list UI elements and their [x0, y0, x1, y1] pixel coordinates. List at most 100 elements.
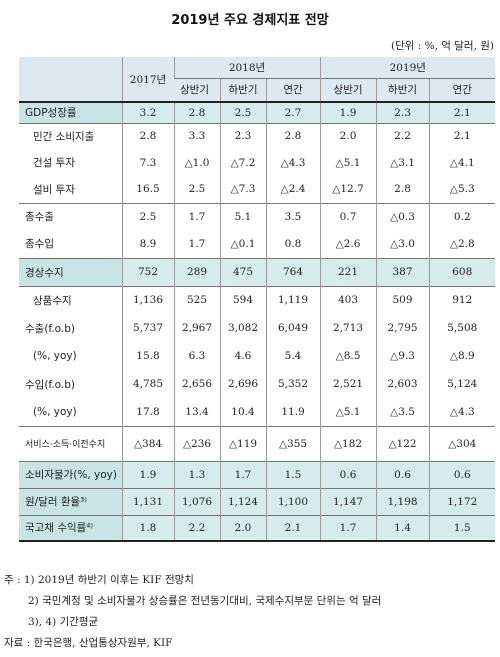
- row-label: 총수출: [19, 202, 122, 230]
- table-row: 서비스·소득·이전수지 △384 △236 △119 △355 △182 △122 △304: [19, 425, 496, 461]
- row-label: 수입(f.o.b): [25, 378, 76, 391]
- cell-value: 5,352: [265, 370, 321, 398]
- row-label: 원/달러 환율³⁾: [19, 487, 122, 515]
- cell-value: △12.7: [319, 176, 377, 203]
- row-label: 국고채 수익률⁴⁾: [19, 514, 122, 542]
- cell-value: 5.1: [219, 202, 266, 230]
- cell-value: △182: [319, 425, 377, 461]
- table-row: 상품수지 1,136 525 594 1,119 403 509 912: [19, 285, 496, 314]
- cell-value: 3,082: [219, 314, 266, 342]
- cell-value: 2.8: [375, 176, 430, 203]
- cell-value: 10.4: [219, 398, 266, 426]
- cell-value: 2.8: [121, 122, 174, 149]
- table-row: 수입(f.o.b) 4,785 2,656 2,696 5,352 2,521 2,603 5…: [19, 370, 496, 398]
- cell-value: 11.9: [265, 398, 321, 426]
- cell-value: 8.9: [121, 230, 174, 258]
- cell-value: 387: [375, 257, 430, 286]
- table-row: (%, yoy) 17.8 13.4 10.4 11.9 △5.1 △3.5 △4.3: [19, 398, 496, 426]
- table-row: 민간 소비지출 2.8 3.3 2.3 2.8 2.0 2.2 2.1: [19, 122, 496, 149]
- cell-value: 289: [173, 257, 220, 286]
- header-2019-year: 연간: [428, 77, 496, 102]
- cell-value: 2.3: [219, 122, 266, 149]
- cell-value: 1,172: [428, 487, 496, 515]
- cell-value: 5,124: [428, 370, 496, 398]
- cell-value: 0.8: [265, 230, 321, 258]
- cell-value: 608: [428, 257, 496, 286]
- cell-value: 2,603: [375, 370, 430, 398]
- cell-value: 0.6: [319, 460, 377, 488]
- table-row: GDP성장률 3.2 2.8 2.5 2.7 1.9 2.3 2.1: [19, 101, 496, 123]
- cell-value: 2,795: [375, 314, 430, 342]
- header-2017: 2017년: [121, 57, 174, 102]
- cell-value: 594: [219, 285, 266, 314]
- cell-value: △8.9: [428, 342, 496, 370]
- cell-value: 2,656: [173, 370, 220, 398]
- cell-value: 525: [173, 285, 220, 314]
- cell-value: △8.5: [319, 342, 377, 370]
- cell-value: △5.3: [428, 176, 496, 203]
- cell-value: 5.4: [265, 342, 321, 370]
- cell-value: △2.8: [428, 230, 496, 258]
- cell-value: 2.7: [265, 101, 321, 123]
- cell-value: △5.1: [319, 149, 377, 176]
- cell-value: 16.5: [121, 176, 174, 203]
- cell-value: △119: [219, 425, 266, 461]
- row-label: 건설 투자: [33, 157, 75, 169]
- source-note: 자료 : 한국은행, 산업통상자원부, KIF: [4, 637, 173, 649]
- note-1: 주 : 1) 2019년 하반기 이후는 KIF 전망치: [4, 574, 194, 586]
- cell-value: 0.7: [319, 202, 377, 230]
- cell-value: 912: [428, 285, 496, 314]
- table-row: 총수출 2.5 1.7 5.1 3.5 0.7 △0.3 0.2: [19, 202, 496, 230]
- table-row: 국고채 수익률⁴⁾ 1.8 2.2 2.0 2.1 1.7 1.4 1.5: [19, 514, 496, 542]
- cell-value: 6,049: [265, 314, 321, 342]
- cell-value: △2.4: [265, 176, 321, 203]
- cell-value: 2.1: [428, 101, 496, 123]
- row-label: 경상수지: [19, 257, 122, 286]
- cell-value: 1.8: [121, 514, 174, 542]
- cell-value: 1.7: [173, 202, 220, 230]
- header-2018-h1: 상반기: [174, 77, 220, 102]
- cell-value: 2.8: [173, 101, 220, 123]
- economic-indicators-table: 2017년 2018년 2019년 상반기 하반기 연간 상반기 하반기 연간 …: [19, 57, 496, 542]
- page-title: 2019년 주요 경제지표 전망: [171, 13, 329, 28]
- header-2019-h1: 상반기: [319, 77, 377, 102]
- cell-value: 0.6: [375, 460, 430, 488]
- cell-value: △1.0: [173, 149, 220, 176]
- cell-value: 1,147: [319, 487, 377, 515]
- cell-value: 1.4: [375, 514, 430, 542]
- cell-value: 3.2: [121, 101, 174, 123]
- header-2018: 2018년: [173, 57, 321, 78]
- cell-value: △2.6: [319, 230, 377, 258]
- row-label: 설비 투자: [33, 183, 75, 196]
- cell-value: 13.4: [173, 398, 220, 426]
- table-row: 소비자물가(%, yoy) 1.9 1.3 1.7 1.5 0.6 0.6 0.6: [19, 460, 496, 488]
- cell-value: 5,737: [121, 314, 174, 342]
- cell-value: △122: [375, 425, 430, 461]
- cell-value: 3.5: [265, 202, 321, 230]
- cell-value: 1.7: [319, 514, 377, 542]
- cell-value: △384: [121, 425, 174, 461]
- cell-value: △0.3: [375, 202, 430, 230]
- table-row: 경상수지 752 289 475 764 221 387 608: [19, 257, 496, 286]
- cell-value: 1,124: [219, 487, 266, 515]
- cell-value: 752: [121, 257, 174, 286]
- cell-value: △3.0: [375, 230, 430, 258]
- cell-value: △3.1: [375, 149, 430, 176]
- cell-value: 1.5: [428, 514, 496, 542]
- cell-value: 2.2: [375, 122, 430, 149]
- cell-value: 1,198: [375, 487, 430, 515]
- cell-value: 1.7: [219, 460, 266, 488]
- cell-value: 17.8: [121, 398, 174, 426]
- cell-value: 2.5: [121, 202, 174, 230]
- cell-value: 6.3: [173, 342, 220, 370]
- cell-value: 0.2: [428, 202, 496, 230]
- cell-value: 1.7: [173, 230, 220, 258]
- row-label: GDP성장률: [19, 101, 122, 123]
- note-3: 3), 4) 기간평균: [28, 616, 99, 628]
- cell-value: 1,100: [265, 487, 321, 515]
- cell-value: △7.3: [219, 176, 266, 203]
- cell-value: △4.1: [428, 149, 496, 176]
- cell-value: 1.9: [121, 460, 174, 488]
- unit-note: (단위 : %, 억 달러, 원): [390, 40, 494, 52]
- table-row: 수출(f.o.b) 5,737 2,967 3,082 6,049 2,713 2,795 5…: [19, 314, 496, 342]
